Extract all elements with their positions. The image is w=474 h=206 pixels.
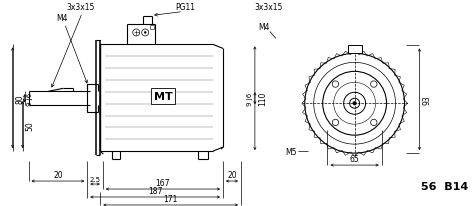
Text: 9 j6: 9 j6 xyxy=(247,92,253,105)
Text: 80: 80 xyxy=(16,94,25,103)
Text: 20: 20 xyxy=(227,170,237,179)
Text: 56  B14: 56 B14 xyxy=(421,181,468,191)
Text: MT: MT xyxy=(154,92,173,102)
Text: M4: M4 xyxy=(258,23,269,32)
Text: 171: 171 xyxy=(164,194,178,203)
Text: PG11: PG11 xyxy=(175,2,195,12)
Text: 110: 110 xyxy=(258,92,267,106)
Text: 2.5: 2.5 xyxy=(90,176,100,182)
Text: 187: 187 xyxy=(148,186,163,195)
Bar xyxy=(347,46,362,54)
Circle shape xyxy=(353,102,356,105)
Text: 9 j6: 9 j6 xyxy=(27,92,33,105)
Text: M5: M5 xyxy=(285,147,297,156)
Circle shape xyxy=(144,32,146,34)
Text: 3x3x15: 3x3x15 xyxy=(66,2,94,12)
Text: 93: 93 xyxy=(422,95,431,105)
Text: M4: M4 xyxy=(57,14,68,23)
Text: 167: 167 xyxy=(155,178,170,187)
Text: 50: 50 xyxy=(26,120,35,130)
Text: 3x3x15: 3x3x15 xyxy=(255,2,283,12)
Text: 65: 65 xyxy=(350,154,359,163)
Text: 20: 20 xyxy=(53,170,63,179)
